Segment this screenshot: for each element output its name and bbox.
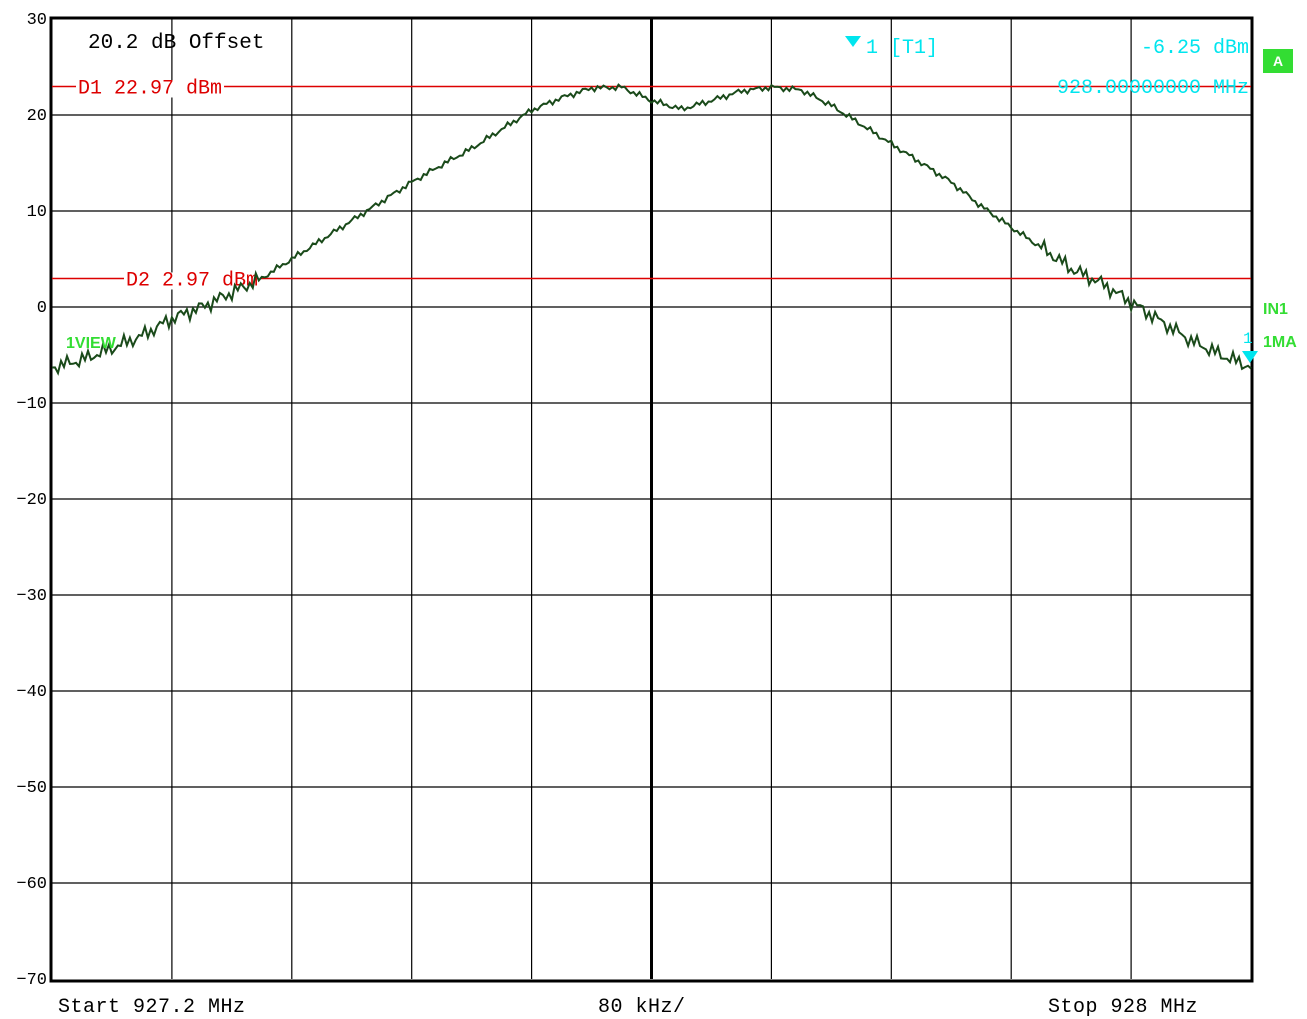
status-badge-a: A bbox=[1263, 49, 1293, 73]
span-per-division: 80 kHz/ bbox=[598, 996, 686, 1019]
y-tick-labels: 30 20 10 0 −10 −20 −30 −40 −50 −60 −70 bbox=[16, 11, 47, 990]
input-label: IN1 bbox=[1263, 301, 1288, 318]
y-tick-label: −20 bbox=[16, 491, 47, 510]
y-tick-label: −40 bbox=[16, 683, 47, 702]
y-tick-label: −50 bbox=[16, 779, 47, 798]
y-tick-label: −70 bbox=[16, 971, 47, 990]
stop-frequency: Stop 928 MHz bbox=[1048, 996, 1199, 1019]
y-tick-label: −30 bbox=[16, 587, 47, 606]
display-line-label-d2: D2 2.97 dBm bbox=[126, 269, 258, 292]
view-label: 1VIEW bbox=[66, 335, 117, 352]
marker-triangle-icon bbox=[1242, 351, 1258, 363]
plot-frame bbox=[49, 16, 1254, 983]
marker-level: -6.25 dBm bbox=[1141, 37, 1249, 60]
offset-text: 20.2 dB Offset bbox=[88, 32, 264, 55]
trace-marker-number: 1 bbox=[1243, 330, 1253, 348]
display-lines: D1 22.97 dBm D2 2.97 dBm bbox=[52, 77, 1251, 292]
display-line-label-d1: D1 22.97 dBm bbox=[78, 77, 222, 100]
marker-header-triangle-icon bbox=[845, 36, 861, 47]
y-tick-label: 0 bbox=[37, 299, 47, 318]
trace-mode-label: 1MA bbox=[1263, 334, 1297, 351]
y-tick-label: 30 bbox=[27, 11, 47, 30]
display-line-label-bg bbox=[76, 80, 225, 98]
display-line-label-bg bbox=[124, 272, 261, 290]
grid-lines bbox=[52, 19, 1251, 979]
y-tick-label: −60 bbox=[16, 875, 47, 894]
marker-frequency: 928.00000000 MHz bbox=[1057, 77, 1249, 100]
y-tick-label: 10 bbox=[27, 203, 47, 222]
y-tick-label: 20 bbox=[27, 107, 47, 126]
marker-label: 1 [T1] bbox=[866, 37, 938, 60]
start-frequency: Start 927.2 MHz bbox=[58, 996, 246, 1019]
trace-line bbox=[51, 83, 1252, 376]
y-tick-label: −10 bbox=[16, 395, 47, 414]
